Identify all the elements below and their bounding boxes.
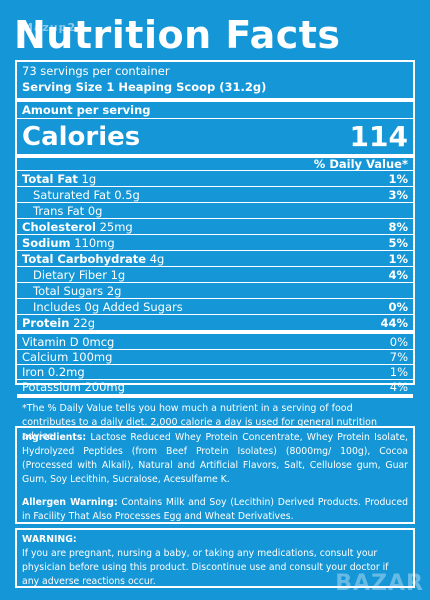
nutrient-daily-value: 8% [388,219,408,234]
nutrient-daily-value: 0% [388,299,408,314]
nutrient-name: Includes 0g Added Sugars [33,300,183,314]
vitamin-name: Potassium 200mg [22,380,125,394]
allergen-label: Allergen Warning: [22,497,118,508]
ingredients-label: Ingredients: [22,432,87,443]
nutrient-label: Includes 0g Added Sugars [33,299,183,314]
nutrient-daily-value: 5% [388,235,408,250]
nutrient-label: Saturated Fat [33,187,111,202]
warning-label: WARNING: [22,534,77,545]
nutrient-amount: 0g [87,203,103,218]
nutrient-daily-value: 1% [388,251,408,266]
ingredients-block: Ingredients: Lactose Reduced Whey Protei… [17,428,413,490]
nutrient-amount: 1g [110,267,126,282]
nutrient-label: Total Carbohydrate [22,251,147,266]
vitamin-amount: 100mg [71,350,113,364]
nutrient-name: Total Sugars 2g [33,284,121,298]
nutrient-row: Cholesterol 25mg 8% [17,218,413,234]
footnote: *The % Daily Value tells you how much a … [17,394,413,448]
vitamin-list: Vitamin D 0mcg 0% Calcium 100mg 7% Iron 0.2m… [17,334,413,394]
calories-value: 114 [349,120,408,153]
nutrient-row: Total Fat 1g 1% [17,170,413,186]
vitamin-label: Vitamin D [22,334,79,349]
calories-label: Calories [22,121,141,152]
nutrient-amount: 4g [149,251,165,266]
nutrient-label: Total Sugars [33,283,104,298]
nutrient-name: Total Carbohydrate 4g [22,252,164,266]
nutrient-row: Saturated Fat 0.5g 3% [17,186,413,202]
nutrient-amount: 110mg [74,235,115,250]
nutrient-amount: 1g [81,171,97,186]
nutrient-label: Protein [22,315,70,330]
nutrient-row: Trans Fat 0g [17,202,413,218]
vitamin-name: Calcium 100mg [22,350,112,364]
serving-size: Serving Size 1 Heaping Scoop (31.2g) [22,80,267,94]
warning-block: WARNING: If you are pregnant, nursing a … [17,530,413,592]
servings-row: 73 servings per container [17,63,413,79]
watermark-text: Mazup2 [22,21,77,34]
vitamin-label: Potassium [22,380,81,394]
nutrient-name: Saturated Fat 0.5g [33,188,140,202]
nutrient-row: Total Sugars 2g [17,282,413,298]
vitamin-amount: 200mg [84,380,125,394]
nutrition-facts-panel: 73 servings per container Serving Size 1… [15,60,415,442]
ingredients-panel: Ingredients: Lactose Reduced Whey Protei… [15,426,415,524]
nutrient-name: Protein 22g [22,316,95,330]
vitamin-row: Calcium 100mg 7% [17,349,413,364]
nutrient-row: Total Carbohydrate 4g 1% [17,250,413,266]
divider [17,330,413,334]
nutrient-amount: 0.5g [114,187,140,202]
nutrient-label: Trans Fat [33,203,85,218]
nutrient-daily-value: 4% [388,267,408,282]
nutrient-amount: 2g [106,283,122,298]
vitamin-name: Iron 0.2mg [22,365,85,379]
nutrient-label: Cholesterol [22,219,96,234]
watermark-logo: BAZAR [335,571,424,596]
nutrient-label: Sodium [22,235,71,250]
vitamin-row: Vitamin D 0mcg 0% [17,334,413,349]
serving-size-row: Serving Size 1 Heaping Scoop (31.2g) [17,79,413,95]
nutrient-daily-value: 44% [380,315,408,330]
vitamin-label: Calcium [22,350,69,364]
vitamin-daily-value: 1% [389,365,408,379]
nutrient-daily-value: 1% [388,171,408,186]
nutrient-row: Protein 22g 44% [17,314,413,330]
vitamin-amount: 0mcg [82,334,115,349]
vitamin-row: Potassium 200mg 4% [17,379,413,394]
allergen-text: Contains Milk and Soy (Lecithin) Derived… [22,497,408,522]
nutrient-daily-value: 3% [388,187,408,202]
nutrient-name: Total Fat 1g [22,172,96,186]
nutrient-row: Sodium 110mg 5% [17,234,413,250]
nutrient-name: Sodium 110mg [22,236,115,250]
ingredients-text: Lactose Reduced Whey Protein Concentrate… [22,432,408,485]
nutrient-name: Trans Fat 0g [33,204,102,218]
warning-panel: WARNING: If you are pregnant, nursing a … [15,528,415,588]
nutrient-label: Total Fat [22,171,78,186]
nutrient-list: Total Fat 1g 1% Saturated Fat 0.5g 3% Trans … [17,170,413,330]
vitamin-daily-value: 4% [389,380,408,394]
nutrient-row: Dietary Fiber 1g 4% [17,266,413,282]
vitamin-daily-value: 7% [389,350,408,364]
servings-per-container: 73 servings per container [22,64,170,78]
warning-text: If you are pregnant, nursing a baby, or … [22,548,389,587]
vitamin-name: Vitamin D 0mcg [22,335,114,349]
vitamin-daily-value: 0% [389,334,408,349]
vitamin-amount: 0.2mg [47,365,85,379]
nutrient-name: Dietary Fiber 1g [33,268,125,282]
amount-per-serving-row: Amount per serving [17,98,413,118]
calories-row: Calories 114 [17,118,413,154]
daily-value-header-row: % Daily Value* [17,154,413,171]
allergen-block: Allergen Warning: Contains Milk and Soy … [17,493,413,527]
vitamin-label: Iron [22,365,45,379]
label-title: Nutrition Facts [14,13,341,57]
vitamin-row: Iron 0.2mg 1% [17,364,413,379]
nutrient-row: Includes 0g Added Sugars 0% [17,298,413,314]
amount-per-serving: Amount per serving [22,103,151,117]
nutrient-amount: 25mg [99,219,133,234]
daily-value-header: % Daily Value* [313,157,408,171]
nutrient-amount: 22g [73,315,96,330]
nutrient-name: Cholesterol 25mg [22,220,133,234]
nutrient-label: Dietary Fiber [33,267,107,282]
